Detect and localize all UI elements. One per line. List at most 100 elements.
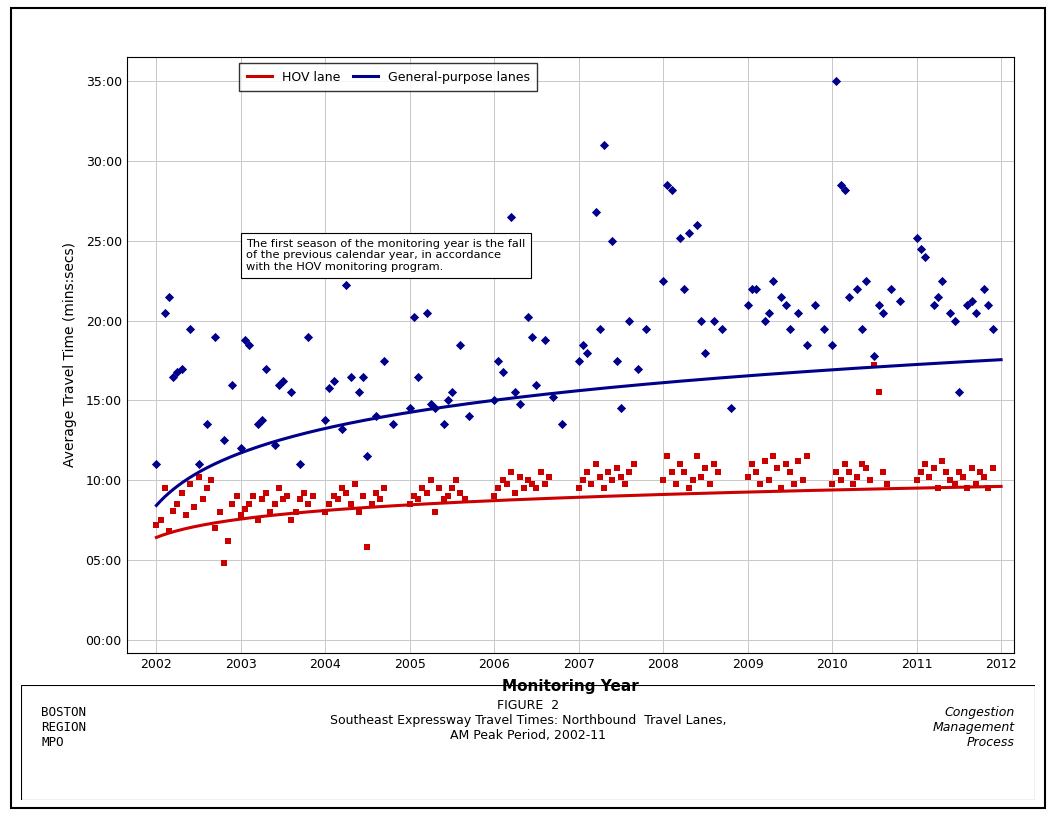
Point bbox=[232, 441, 249, 455]
Point bbox=[908, 474, 925, 487]
Point bbox=[929, 290, 946, 304]
Point bbox=[917, 251, 934, 264]
Point bbox=[270, 378, 287, 391]
Point bbox=[866, 349, 883, 362]
Point bbox=[752, 477, 769, 490]
Point bbox=[177, 509, 194, 522]
Point bbox=[853, 458, 870, 471]
Point bbox=[376, 354, 393, 367]
Point bbox=[697, 346, 714, 359]
Point bbox=[743, 282, 760, 295]
Point bbox=[659, 450, 676, 463]
Point bbox=[980, 481, 997, 494]
Point bbox=[165, 504, 182, 517]
Point bbox=[710, 466, 727, 479]
Point bbox=[963, 295, 980, 308]
Point bbox=[659, 179, 676, 192]
Point bbox=[689, 218, 705, 231]
Text: FIGURE  2
Southeast Expressway Travel Times: Northbound  Travel Lanes,
AM Peak P: FIGURE 2 Southeast Expressway Travel Tim… bbox=[329, 699, 727, 742]
Point bbox=[608, 461, 625, 474]
Point bbox=[786, 477, 803, 490]
Point bbox=[384, 418, 401, 431]
Point bbox=[765, 274, 781, 287]
Point bbox=[494, 366, 511, 379]
Point bbox=[532, 466, 549, 479]
Point bbox=[325, 490, 342, 503]
Point bbox=[182, 477, 199, 490]
Point bbox=[680, 226, 697, 239]
Point bbox=[190, 458, 207, 471]
Point bbox=[579, 466, 596, 479]
Point bbox=[663, 466, 680, 479]
Point bbox=[955, 471, 972, 484]
Point bbox=[655, 274, 672, 287]
Point bbox=[963, 461, 980, 474]
Point bbox=[574, 474, 591, 487]
Point bbox=[790, 455, 807, 468]
Point bbox=[444, 386, 460, 399]
Text: The first season of the monitoring year is the fall
of the previous calendar yea: The first season of the monitoring year … bbox=[246, 239, 526, 272]
Point bbox=[211, 506, 228, 519]
Point bbox=[765, 450, 781, 463]
Point bbox=[351, 386, 367, 399]
Point bbox=[190, 471, 207, 484]
Point bbox=[574, 338, 591, 351]
Point bbox=[520, 474, 536, 487]
Point bbox=[773, 290, 790, 304]
Point bbox=[739, 471, 756, 484]
Point bbox=[921, 471, 938, 484]
Point bbox=[912, 242, 929, 255]
Point bbox=[925, 298, 942, 311]
Point bbox=[815, 322, 832, 335]
Point bbox=[169, 498, 186, 511]
Point bbox=[253, 413, 270, 426]
Point bbox=[748, 466, 765, 479]
Point bbox=[769, 461, 786, 474]
Point bbox=[604, 474, 621, 487]
Point bbox=[355, 490, 372, 503]
Point bbox=[249, 418, 266, 431]
Point bbox=[870, 386, 887, 399]
Point bbox=[739, 298, 756, 311]
Point bbox=[283, 386, 300, 399]
Point bbox=[427, 402, 444, 415]
Point bbox=[857, 274, 874, 287]
Point bbox=[625, 458, 642, 471]
Point bbox=[498, 477, 515, 490]
Point bbox=[507, 386, 524, 399]
Point bbox=[460, 410, 477, 423]
Point bbox=[258, 362, 275, 375]
Point bbox=[946, 477, 963, 490]
Point bbox=[942, 306, 959, 319]
Point bbox=[490, 354, 507, 367]
Point bbox=[925, 461, 942, 474]
Point bbox=[161, 290, 177, 304]
Point bbox=[503, 466, 520, 479]
Point bbox=[617, 477, 634, 490]
Point bbox=[591, 471, 608, 484]
Point bbox=[283, 514, 300, 527]
Point bbox=[845, 477, 862, 490]
Point bbox=[253, 493, 270, 506]
Point bbox=[494, 474, 511, 487]
Point bbox=[207, 330, 224, 343]
Point bbox=[262, 506, 279, 519]
Point bbox=[422, 474, 439, 487]
Point bbox=[536, 477, 553, 490]
Point bbox=[667, 477, 684, 490]
Y-axis label: Average Travel Time (mins:secs): Average Travel Time (mins:secs) bbox=[63, 242, 77, 468]
Point bbox=[701, 477, 718, 490]
Point bbox=[300, 330, 317, 343]
Point bbox=[338, 279, 355, 292]
Point bbox=[849, 471, 866, 484]
Point bbox=[401, 402, 418, 415]
Point bbox=[199, 481, 215, 494]
Point bbox=[883, 282, 900, 295]
Point bbox=[790, 306, 807, 319]
Point bbox=[946, 314, 963, 327]
Point bbox=[722, 402, 739, 415]
Point bbox=[237, 503, 253, 516]
Point bbox=[980, 298, 997, 311]
Point bbox=[621, 466, 638, 479]
Point bbox=[435, 418, 452, 431]
